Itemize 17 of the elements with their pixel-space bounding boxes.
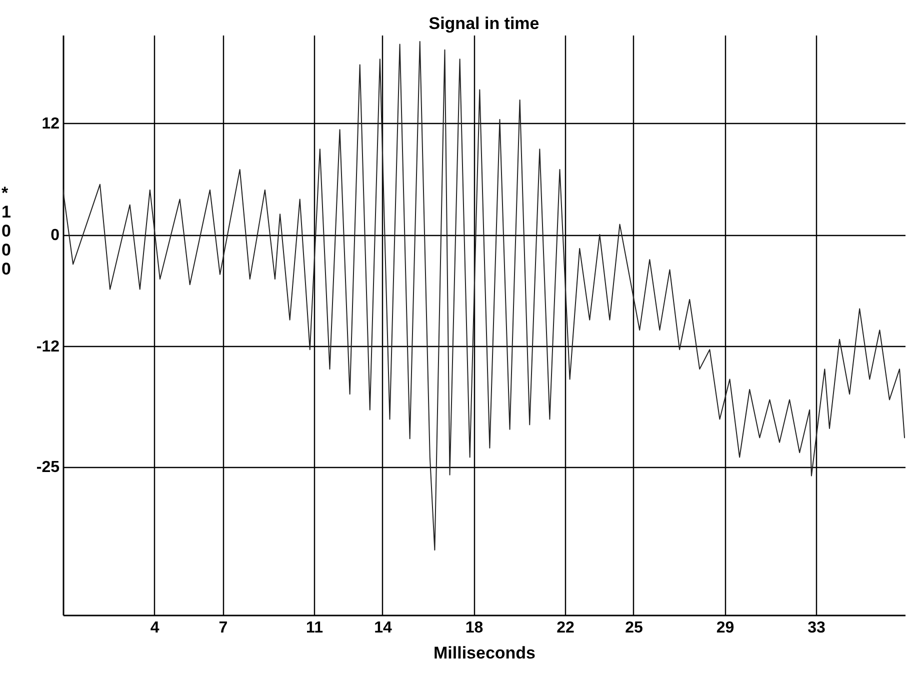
x-tick-label: 14: [374, 620, 392, 636]
x-tick-label: 22: [556, 620, 575, 636]
y-tick-label: -12: [36, 338, 60, 356]
x-tick-label: 18: [465, 620, 484, 636]
x-axis-title: Milliseconds: [433, 644, 536, 662]
chart-title: Signal in time: [428, 14, 540, 33]
line-series: [63, 40, 905, 551]
y-tick-label: 12: [42, 116, 60, 133]
y-axis-title: *1000: [2, 184, 11, 278]
x-tick-label: 25: [625, 620, 643, 636]
y-tick-label: -25: [36, 459, 60, 476]
x-tick-label: 11: [306, 620, 324, 636]
y-tick-label: 0: [50, 227, 60, 244]
x-tick-label: 4: [150, 620, 160, 636]
x-tick-label: 29: [716, 620, 734, 636]
x-tick-label: 7: [218, 620, 228, 636]
x-tick-label: 33: [808, 620, 826, 636]
